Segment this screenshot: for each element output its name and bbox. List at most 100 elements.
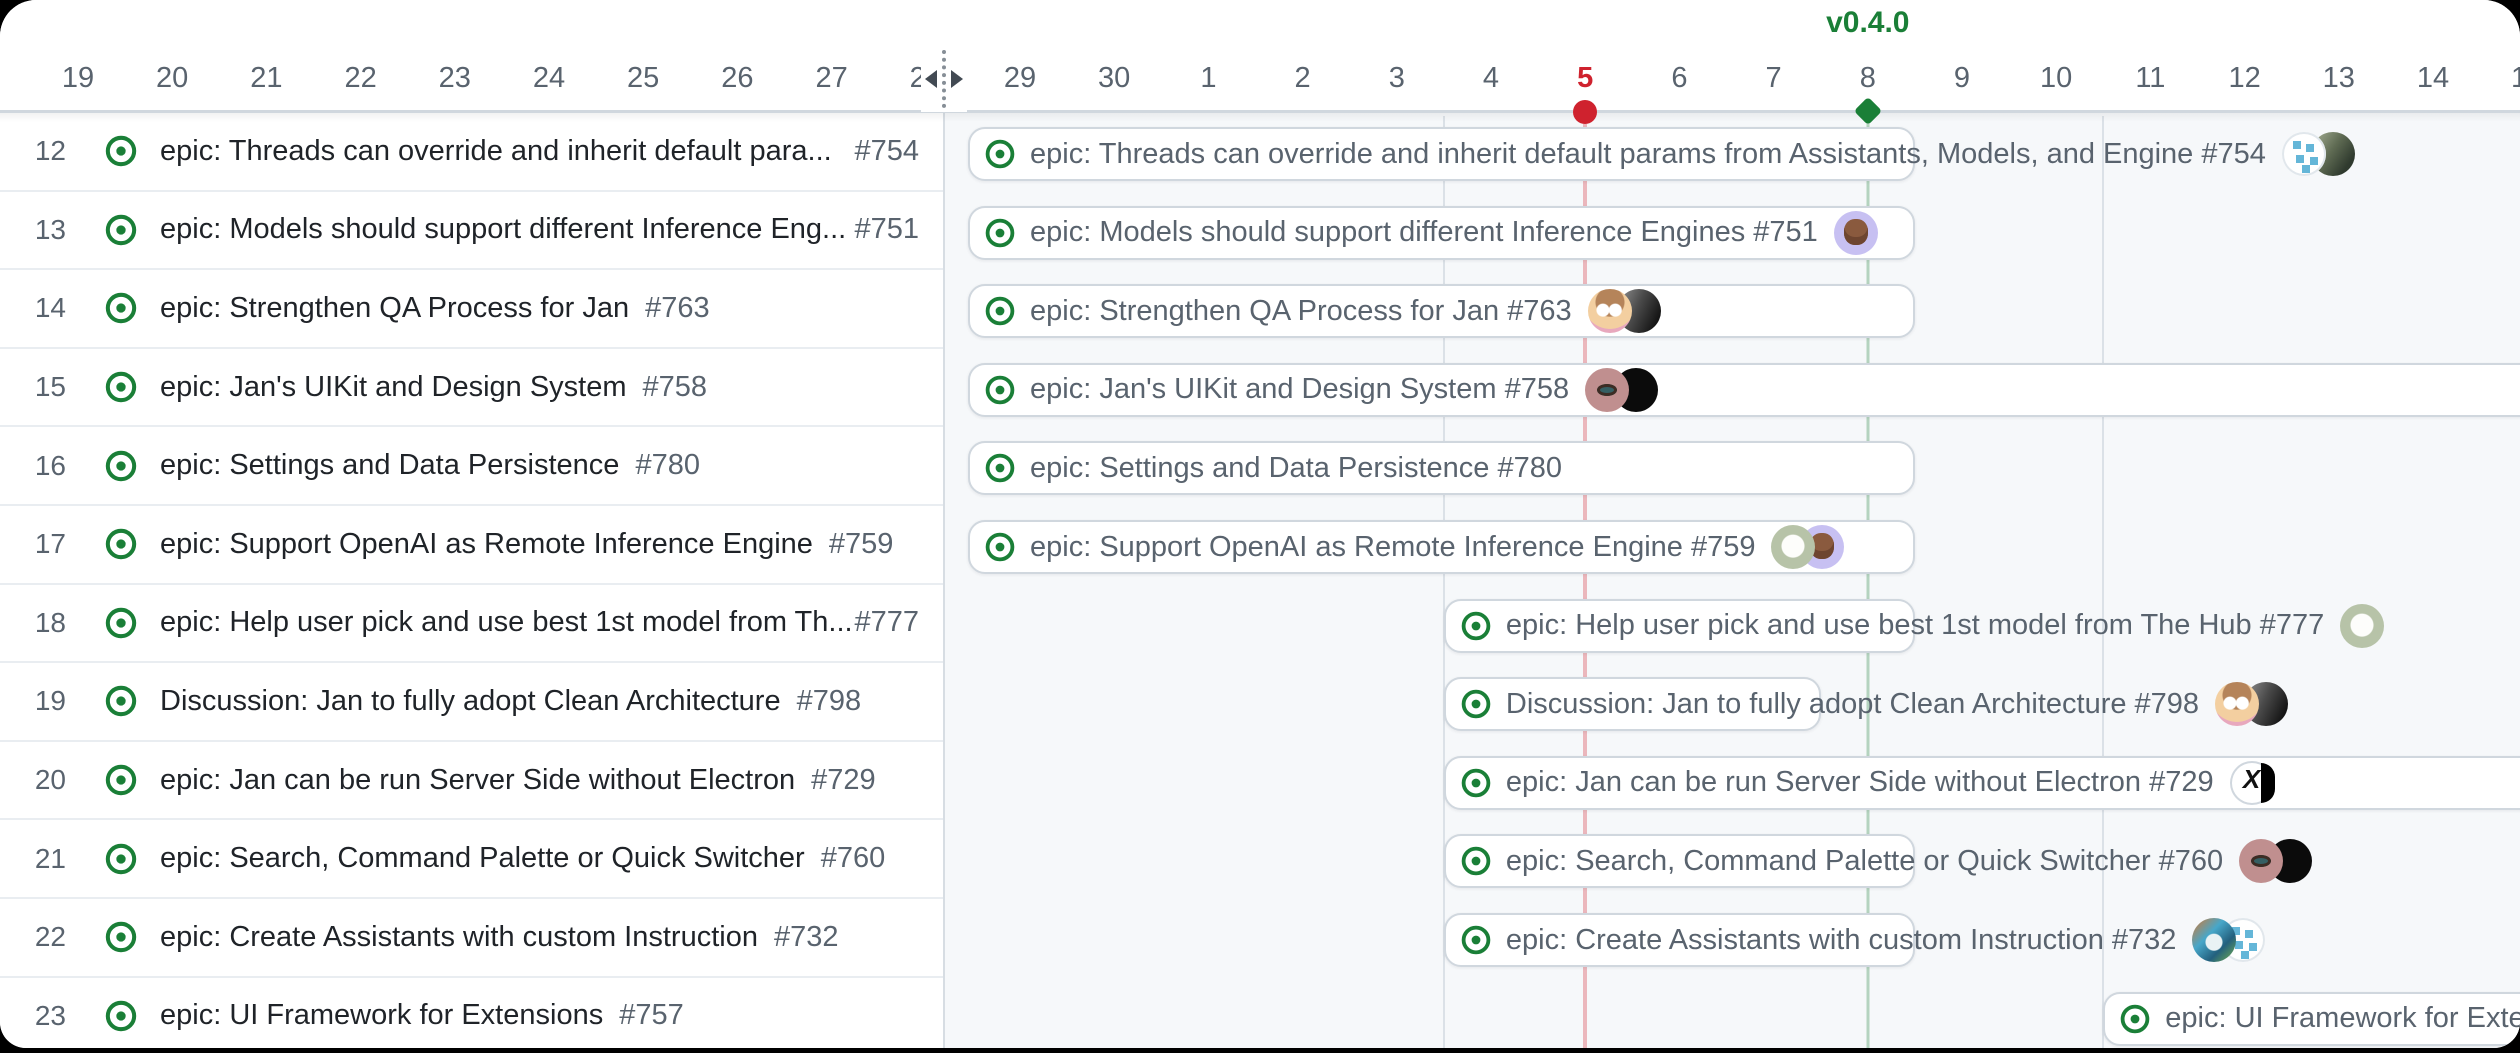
day-label: 21 xyxy=(250,62,283,94)
avatar-stack xyxy=(1771,525,1845,569)
issue-bar[interactable]: epic: Help user pick and use best 1st mo… xyxy=(1443,598,2385,653)
issue-number: #763 xyxy=(645,291,710,324)
issues-table-panel: 12 epic: Threads can override and inherit… xyxy=(0,113,945,1048)
avatar[interactable] xyxy=(1771,525,1816,569)
open-issue-icon xyxy=(105,293,137,324)
avatar[interactable] xyxy=(2340,603,2385,648)
table-row[interactable]: 23 epic: UI Framework for Extensions #757 xyxy=(0,978,943,1048)
avatar-stack xyxy=(2281,132,2355,176)
table-row[interactable]: 21 epic: Search, Command Palette or Quick… xyxy=(0,820,943,899)
issue-bar[interactable]: Discussion: Jan to fully adopt Clean Arc… xyxy=(1443,677,2289,732)
bar-title: epic: Threads can override and inherit d… xyxy=(1030,137,2266,170)
open-issue-icon xyxy=(2120,1004,2150,1033)
issue-number: #759 xyxy=(828,527,894,560)
table-row[interactable]: 12 epic: Threads can override and inherit… xyxy=(0,113,943,192)
issue-bar[interactable]: epic: Search, Command Palette or Quick S… xyxy=(1443,834,2313,889)
issue-title: epic: Search, Command Palette or Quick S… xyxy=(160,842,805,875)
open-issue-icon xyxy=(104,213,138,247)
row-number: 16 xyxy=(34,449,66,481)
issue-bar[interactable]: epic: Models should support different In… xyxy=(968,205,1915,260)
avatar[interactable] xyxy=(1833,210,1878,255)
open-issue-icon xyxy=(104,449,138,483)
open-issue-icon xyxy=(1460,610,1492,642)
bar-title: epic: Settings and Data Persistence #780 xyxy=(1030,451,1562,484)
open-issue-icon xyxy=(104,134,138,168)
open-issue-icon xyxy=(985,139,1015,169)
day-label: 12 xyxy=(2228,62,2261,94)
milestone-label[interactable]: v0.4.0 xyxy=(1826,6,1910,39)
day-label: 20 xyxy=(156,62,189,94)
avatar[interactable] xyxy=(1585,367,1630,412)
day-label: 7 xyxy=(1765,62,1782,94)
issue-title: epic: Settings and Data Persistence xyxy=(160,449,620,482)
open-issue-icon xyxy=(1460,845,1492,877)
issue-bar[interactable]: epic: Support OpenAI as Remote Inference… xyxy=(968,520,1915,574)
table-row[interactable]: 19 Discussion: Jan to fully adopt Clean A… xyxy=(0,663,943,742)
day-label: 24 xyxy=(532,62,566,94)
issue-title: epic: UI Framework for Extensions xyxy=(160,999,604,1032)
open-issue-icon xyxy=(1460,767,1492,799)
table-row[interactable]: 15 epic: Jan's UIKit and Design System #75… xyxy=(0,349,943,428)
open-issue-icon xyxy=(984,531,1016,563)
day-label: 8 xyxy=(1859,62,1876,94)
day-label: 5 xyxy=(1577,62,1594,94)
avatar-stack xyxy=(2229,760,2275,805)
avatar[interactable] xyxy=(2239,839,2284,884)
issue-number: #760 xyxy=(820,842,886,875)
avatar-stack xyxy=(2239,839,2313,884)
open-issue-icon xyxy=(1460,924,1492,956)
day-label: 6 xyxy=(1671,62,1688,94)
open-issue-icon xyxy=(984,138,1016,170)
table-row[interactable]: 18 epic: Help user pick and use best 1st … xyxy=(0,585,943,664)
avatar[interactable] xyxy=(2281,132,2326,176)
open-issue-icon xyxy=(1461,768,1491,798)
table-row[interactable]: 20 epic: Jan can be run Server Side witho… xyxy=(0,742,943,821)
issue-bar[interactable]: epic: Jan's UIKit and Design System #758 xyxy=(968,362,2520,417)
open-issue-icon xyxy=(984,452,1016,484)
day-label: 2 xyxy=(1294,62,1311,94)
table-row[interactable]: 17 epic: Support OpenAI as Remote Inferen… xyxy=(0,506,943,585)
issue-title: Discussion: Jan to fully adopt Clean Arc… xyxy=(160,684,781,717)
avatar[interactable] xyxy=(2215,682,2260,727)
table-row[interactable]: 13 epic: Models should support different … xyxy=(0,192,943,271)
issue-bar[interactable]: epic: Jan can be run Server Side without… xyxy=(1443,755,2520,810)
issue-bar[interactable]: epic: Create Assistants with custom Inst… xyxy=(1443,913,2266,967)
open-issue-icon xyxy=(984,295,1016,327)
open-issue-icon xyxy=(105,922,137,953)
issue-title: epic: Support OpenAI as Remote Inference… xyxy=(160,527,813,560)
issue-bar[interactable]: epic: Settings and Data Persistence #780 xyxy=(968,441,1915,496)
open-issue-icon xyxy=(105,686,137,717)
date-header: 1920212223242526272829301234567891011121… xyxy=(0,0,2520,113)
issue-bar[interactable]: epic: Strengthen QA Process for Jan #763 xyxy=(968,284,1915,339)
avatar[interactable] xyxy=(2229,760,2275,805)
open-issue-icon xyxy=(1461,847,1491,876)
open-issue-icon xyxy=(1460,688,1492,720)
issue-number: #729 xyxy=(811,763,876,796)
row-number: 13 xyxy=(34,213,66,245)
table-row[interactable]: 16 epic: Settings and Data Persistence #78… xyxy=(0,427,943,506)
week-gridline xyxy=(2102,116,2105,1048)
open-issue-icon xyxy=(105,764,137,796)
open-issue-icon xyxy=(984,374,1016,406)
today-marker-icon xyxy=(1573,100,1598,124)
table-row[interactable]: 14 epic: Strengthen QA Process for Jan #76… xyxy=(0,270,943,349)
open-issue-icon xyxy=(104,606,138,640)
bar-title: epic: Strengthen QA Process for Jan #763 xyxy=(1030,294,1572,327)
issue-number: #758 xyxy=(642,370,708,403)
day-label: 4 xyxy=(1482,62,1500,94)
open-issue-icon xyxy=(984,217,1016,249)
table-row[interactable]: 22 epic: Create Assistants with custom In… xyxy=(0,899,943,978)
panel-resize-handle[interactable] xyxy=(921,46,967,112)
open-issue-icon xyxy=(985,218,1015,247)
open-issue-icon xyxy=(1461,611,1491,640)
avatar-stack xyxy=(2340,603,2385,648)
header-shadow xyxy=(0,113,2520,122)
issue-bar[interactable]: epic: Threads can override and inherit d… xyxy=(968,127,2355,181)
avatar[interactable] xyxy=(2192,918,2237,962)
issue-bar[interactable]: epic: UI Framework for Extensions #757 xyxy=(2103,991,2520,1046)
row-number: 21 xyxy=(34,842,66,874)
day-label: 23 xyxy=(438,62,471,94)
bar-title: epic: UI Framework for Extensions #757 xyxy=(2165,1002,2520,1035)
resize-right-arrow-icon xyxy=(951,70,963,88)
avatar[interactable] xyxy=(1587,289,1632,334)
